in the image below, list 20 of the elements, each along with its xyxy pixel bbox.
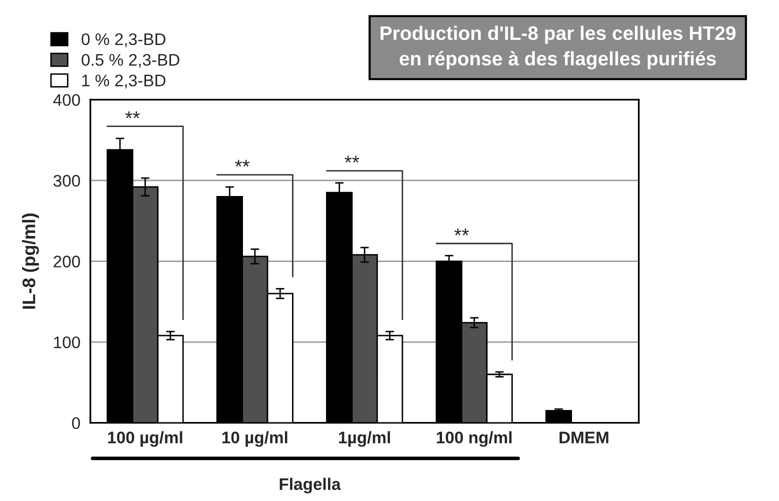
legend-label: 0 % 2,3-BD	[82, 33, 166, 48]
x-tick-label: 1µg/ml	[339, 431, 390, 447]
legend-label: 0.5 % 2,3-BD	[82, 54, 180, 68]
y-tick-label: 400	[53, 94, 80, 106]
legend-label: 1 % 2,3-BD	[82, 74, 166, 88]
x-axis-title: Flagella	[280, 478, 341, 494]
y-axis-title: IL-8 (pg/ml)	[22, 214, 39, 309]
y-tick-label: 100	[54, 336, 80, 348]
x-tick-label: 10 µg/ml	[222, 431, 288, 447]
y-tick-label: 0	[72, 417, 80, 430]
x-tick-label: DMEM	[560, 432, 608, 444]
chart-title: Production d'IL-8 par les cellules HT29 en réponse à des flagelles purifiés	[380, 26, 736, 70]
y-tick-label: 300	[53, 174, 80, 187]
annotation: **	[125, 111, 140, 118]
annotation: **	[344, 156, 360, 163]
annotation: **	[454, 228, 469, 236]
y-tick-label: 200	[54, 256, 80, 268]
x-tick-label: 100 ng/ml	[436, 431, 512, 447]
x-tick-label: 100 µg/ml	[108, 431, 182, 447]
annotation: **	[235, 160, 250, 167]
